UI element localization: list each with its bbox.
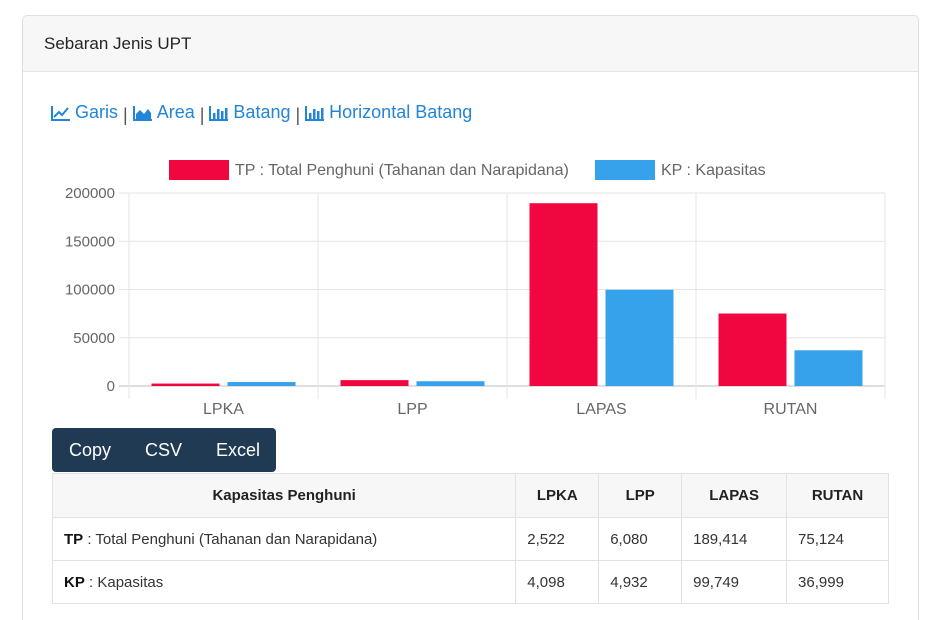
chart-link-label: Garis [75, 102, 119, 122]
bar [151, 383, 220, 386]
column-header[interactable]: LAPAS [681, 473, 788, 518]
row-desc: : Kapasitas [84, 573, 164, 591]
row-abbr: TP [64, 530, 84, 548]
x-tick-label: LPP [397, 401, 427, 418]
legend-swatch [595, 160, 655, 180]
chart-link-label: Area [156, 102, 195, 122]
bar [416, 381, 485, 386]
x-tick-label: LPKA [203, 401, 244, 418]
table-row: TP : Total Penghuni (Tahanan dan Narapid… [51, 517, 889, 561]
y-tick-label: 50000 [73, 330, 115, 347]
y-tick-label: 0 [107, 378, 115, 395]
chart-link-batang[interactable]: Batang [209, 102, 290, 123]
area-chart-icon [132, 105, 152, 121]
table-cell: 6,080 [598, 517, 683, 561]
row-abbr: KP [64, 573, 85, 591]
excel-button[interactable]: Excel [216, 440, 261, 460]
copy-button[interactable]: Copy [69, 440, 112, 460]
bar [529, 203, 598, 386]
table-cell: 75,124 [786, 517, 889, 561]
row-desc: : Total Penghuni (Tahanan dan Narapidana… [83, 530, 378, 548]
table-cell: 4,932 [598, 560, 683, 604]
column-header[interactable]: LPKA [515, 473, 600, 518]
bar-chart: 0 50000 100000 150000 200000 LPKA LPP LAPAS RUTA… [65, 160, 886, 418]
bar [794, 350, 863, 386]
bar [718, 313, 787, 386]
y-tick-label: 150000 [65, 233, 115, 250]
separator: | [295, 104, 301, 125]
y-tick-label: 200000 [65, 185, 115, 202]
line-chart-icon [51, 105, 70, 121]
x-tick-label: RUTAN [764, 401, 818, 418]
row-label: TP : Total Penghuni (Tahanan dan Narapid… [51, 517, 517, 561]
legend-swatch [169, 160, 229, 180]
chart-link-area[interactable]: Area [132, 102, 195, 123]
bar [227, 382, 296, 386]
csv-button[interactable]: CSV [145, 440, 183, 460]
table-cell: 36,999 [786, 560, 889, 604]
bar-chart-icon [209, 105, 229, 121]
bar-chart-icon [305, 105, 325, 121]
column-header[interactable]: Kapasitas Penghuni [51, 473, 517, 518]
chart-type-links: Garis | Area | Batang | Horizontal Batan… [51, 102, 472, 126]
chart-link-garis[interactable]: Garis [51, 102, 118, 123]
table-cell: 2,522 [515, 517, 600, 561]
separator: | [199, 104, 205, 125]
table-cell: 189,414 [681, 517, 788, 561]
table-cell: 99,749 [681, 560, 788, 604]
separator: | [123, 104, 128, 125]
bar [340, 380, 409, 386]
x-tick-label: LAPAS [576, 401, 626, 418]
bar [605, 289, 674, 386]
chart-link-label: Horizontal Batang [329, 102, 473, 122]
table-header-row: Kapasitas Penghuni LPKA LPP LAPAS RUTAN [51, 473, 889, 518]
export-button-group: Copy CSV Excel [52, 428, 276, 472]
table-row: KP : Kapasitas 4,098 4,932 99,749 36,999 [51, 560, 889, 604]
column-header[interactable]: RUTAN [786, 473, 889, 518]
chart-link-horizontal-batang[interactable]: Horizontal Batang [305, 102, 472, 123]
legend-label: TP : Total Penghuni (Tahanan dan Narapid… [235, 162, 569, 179]
y-tick-label: 100000 [65, 282, 115, 299]
card-title: Sebaran Jenis UPT [23, 16, 918, 72]
row-label: KP : Kapasitas [51, 560, 517, 604]
legend-label: KP : Kapasitas [661, 162, 766, 179]
chart-link-label: Batang [233, 102, 291, 122]
table-cell: 4,098 [515, 560, 600, 604]
capacity-table: Kapasitas Penghuni LPKA LPP LAPAS RUTAN … [51, 473, 889, 604]
column-header[interactable]: LPP [598, 473, 683, 518]
